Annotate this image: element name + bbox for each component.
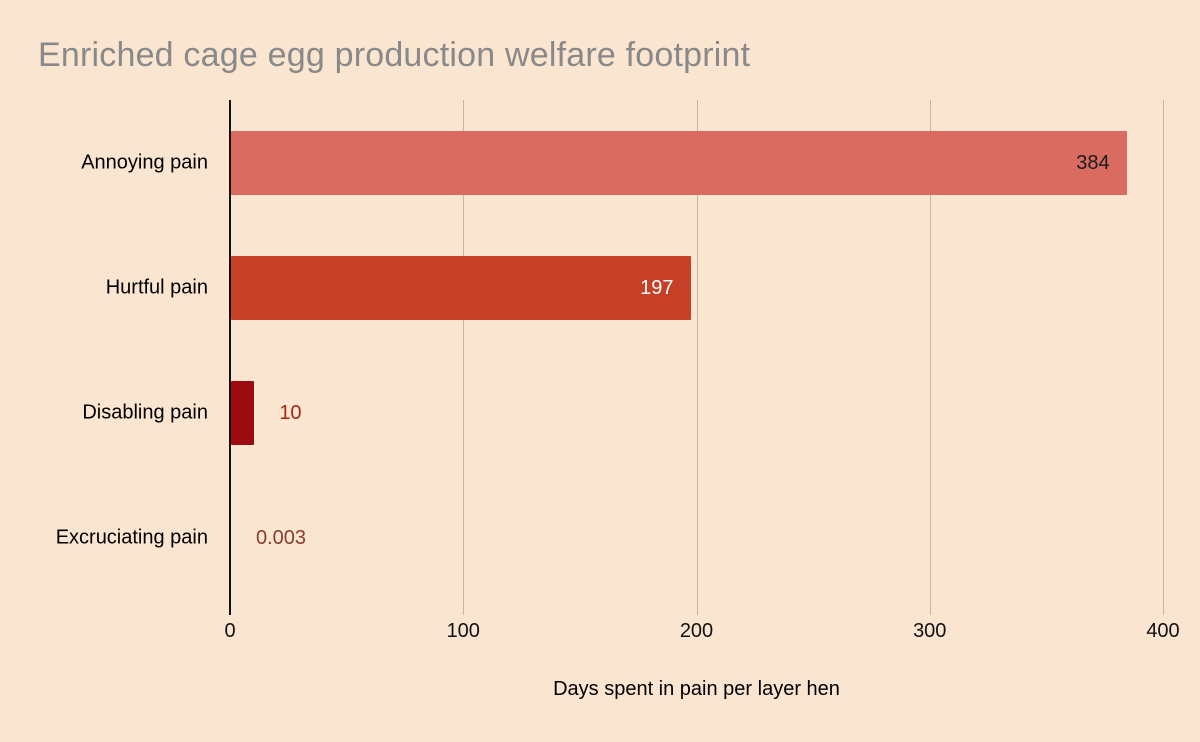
category-label: Hurtful pain xyxy=(105,276,208,298)
x-tick-label: 300 xyxy=(913,620,947,642)
x-axis-title: Days spent in pain per layer hen xyxy=(553,678,840,700)
category-label: Disabling pain xyxy=(82,401,208,423)
value-label: 0.003 xyxy=(256,526,307,549)
gridline xyxy=(696,100,698,615)
gridline xyxy=(929,100,931,615)
bar xyxy=(231,380,255,445)
value-label: 197 xyxy=(640,276,674,299)
x-axis-ticks: 0 100 200 300 400 xyxy=(224,620,1179,650)
chart-title: Enriched cage egg production welfare foo… xyxy=(38,36,751,74)
category-label: Annoying pain xyxy=(81,151,208,173)
plot-area: 384 197 10 0.003 xyxy=(229,100,1164,615)
y-axis-line xyxy=(229,100,231,615)
x-tick-label: 0 xyxy=(224,620,236,642)
bar xyxy=(231,130,1127,195)
bar xyxy=(231,255,691,320)
gridline xyxy=(463,100,465,615)
category-label: Excruciating pain xyxy=(55,526,208,548)
x-tick-label: 200 xyxy=(679,620,714,642)
value-label: 10 xyxy=(279,401,302,424)
gridline xyxy=(1163,100,1164,615)
x-tick-label: 100 xyxy=(446,620,480,642)
value-label: 384 xyxy=(1076,151,1110,174)
category-labels: Annoying pain Hurtful pain Disabling pain E… xyxy=(0,100,218,600)
x-tick-label: 400 xyxy=(1146,620,1180,642)
